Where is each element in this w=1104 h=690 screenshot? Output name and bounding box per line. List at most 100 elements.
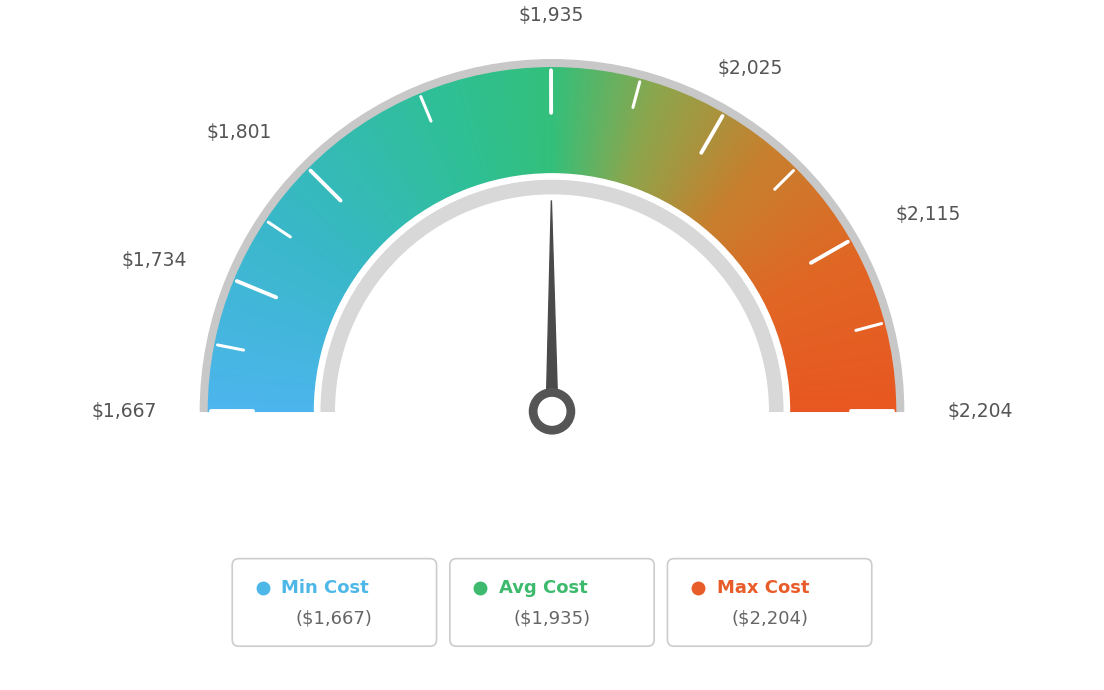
Wedge shape [410, 96, 457, 199]
Wedge shape [209, 371, 320, 386]
Wedge shape [666, 110, 723, 208]
Wedge shape [782, 349, 892, 371]
Wedge shape [276, 202, 367, 271]
Wedge shape [335, 142, 406, 230]
Wedge shape [633, 88, 673, 193]
Wedge shape [629, 86, 669, 192]
Wedge shape [769, 287, 874, 329]
Wedge shape [774, 305, 881, 341]
Wedge shape [782, 352, 892, 373]
Wedge shape [680, 123, 744, 217]
Wedge shape [272, 208, 363, 275]
Wedge shape [383, 109, 439, 208]
Wedge shape [326, 149, 401, 235]
Wedge shape [733, 193, 821, 266]
Wedge shape [761, 257, 862, 308]
FancyBboxPatch shape [449, 559, 655, 647]
Wedge shape [608, 77, 638, 185]
Wedge shape [586, 70, 606, 181]
Wedge shape [605, 75, 633, 184]
Text: Avg Cost: Avg Cost [499, 578, 587, 597]
Wedge shape [708, 155, 784, 239]
Wedge shape [209, 379, 319, 391]
Wedge shape [565, 67, 574, 178]
Wedge shape [641, 92, 687, 196]
Wedge shape [200, 60, 904, 411]
Wedge shape [360, 123, 424, 217]
Wedge shape [555, 66, 560, 178]
Wedge shape [661, 106, 715, 206]
Wedge shape [784, 376, 895, 389]
Wedge shape [213, 344, 323, 368]
Wedge shape [571, 68, 582, 179]
Wedge shape [777, 317, 884, 350]
Wedge shape [520, 68, 532, 179]
Wedge shape [750, 226, 845, 288]
Wedge shape [417, 92, 463, 196]
Wedge shape [730, 187, 816, 261]
Wedge shape [241, 259, 342, 310]
Text: ($1,667): ($1,667) [296, 610, 373, 628]
Wedge shape [747, 222, 842, 285]
Wedge shape [636, 90, 679, 194]
Wedge shape [539, 66, 544, 178]
Wedge shape [614, 79, 646, 186]
Wedge shape [530, 67, 539, 178]
Wedge shape [259, 226, 354, 288]
Wedge shape [273, 206, 364, 274]
Wedge shape [393, 104, 446, 204]
Wedge shape [760, 253, 859, 305]
Wedge shape [658, 104, 711, 204]
Wedge shape [355, 126, 421, 219]
Wedge shape [344, 134, 413, 224]
Wedge shape [774, 302, 880, 339]
Wedge shape [506, 69, 522, 180]
Wedge shape [216, 328, 326, 357]
Wedge shape [261, 224, 355, 286]
Wedge shape [342, 135, 412, 226]
Wedge shape [611, 77, 640, 186]
Wedge shape [256, 231, 353, 291]
Wedge shape [397, 101, 449, 202]
Wedge shape [739, 204, 829, 273]
Wedge shape [583, 70, 601, 180]
Wedge shape [677, 120, 740, 215]
Wedge shape [705, 151, 781, 236]
Wedge shape [528, 67, 538, 179]
Wedge shape [466, 77, 496, 185]
Wedge shape [726, 181, 810, 257]
Wedge shape [215, 336, 325, 362]
Wedge shape [269, 210, 362, 277]
Wedge shape [619, 81, 654, 188]
Wedge shape [250, 243, 348, 299]
Wedge shape [215, 333, 325, 360]
Wedge shape [728, 183, 813, 258]
Wedge shape [676, 119, 736, 214]
Wedge shape [769, 284, 873, 327]
Wedge shape [684, 128, 751, 220]
Wedge shape [779, 336, 889, 362]
Wedge shape [482, 73, 507, 183]
Text: $2,025: $2,025 [716, 59, 783, 79]
Wedge shape [310, 164, 390, 245]
Text: Max Cost: Max Cost [716, 578, 809, 597]
Wedge shape [316, 158, 393, 241]
Wedge shape [330, 146, 403, 233]
Wedge shape [737, 202, 828, 271]
Wedge shape [368, 119, 428, 214]
Wedge shape [214, 339, 323, 364]
Wedge shape [278, 200, 368, 270]
Wedge shape [208, 408, 318, 411]
Text: $1,734: $1,734 [121, 250, 187, 270]
Wedge shape [638, 90, 681, 195]
Wedge shape [223, 305, 330, 341]
Wedge shape [735, 198, 825, 268]
Wedge shape [349, 130, 416, 222]
Wedge shape [312, 161, 391, 244]
Wedge shape [212, 349, 322, 371]
Wedge shape [703, 149, 778, 235]
Wedge shape [746, 219, 840, 283]
Wedge shape [401, 100, 450, 201]
Wedge shape [742, 210, 835, 277]
Wedge shape [781, 342, 890, 366]
